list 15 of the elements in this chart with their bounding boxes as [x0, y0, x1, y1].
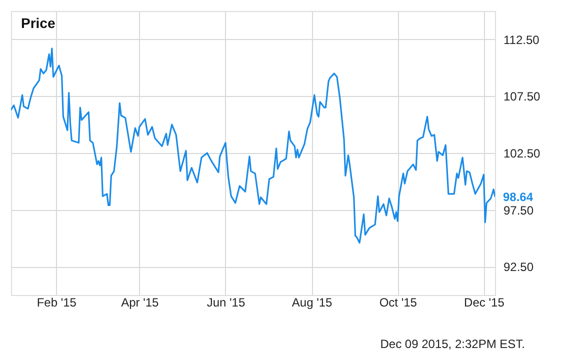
- y-tick-label: 112.50: [504, 32, 540, 47]
- y-tick-label: 97.50: [504, 203, 534, 218]
- y-tick-label: 107.50: [504, 90, 541, 104]
- x-tick-label: Dec '15: [464, 296, 505, 310]
- x-tick-label: Aug '15: [292, 296, 333, 310]
- x-tick-label: Jun '15: [206, 296, 246, 310]
- annotation: 98.64: [503, 190, 534, 204]
- x-tick-label: Feb '15: [36, 296, 77, 310]
- chart-title: Price: [21, 15, 56, 31]
- x-tick-label: Apr '15: [121, 296, 160, 310]
- y-tick-label: 102.50: [504, 146, 541, 160]
- line-series: [11, 48, 495, 244]
- x-tick-label: Oct '15: [379, 296, 418, 310]
- y-tick-label: 92.50: [504, 260, 534, 274]
- text: Dec 09 2015, 2:32PM EST.: [380, 337, 525, 351]
